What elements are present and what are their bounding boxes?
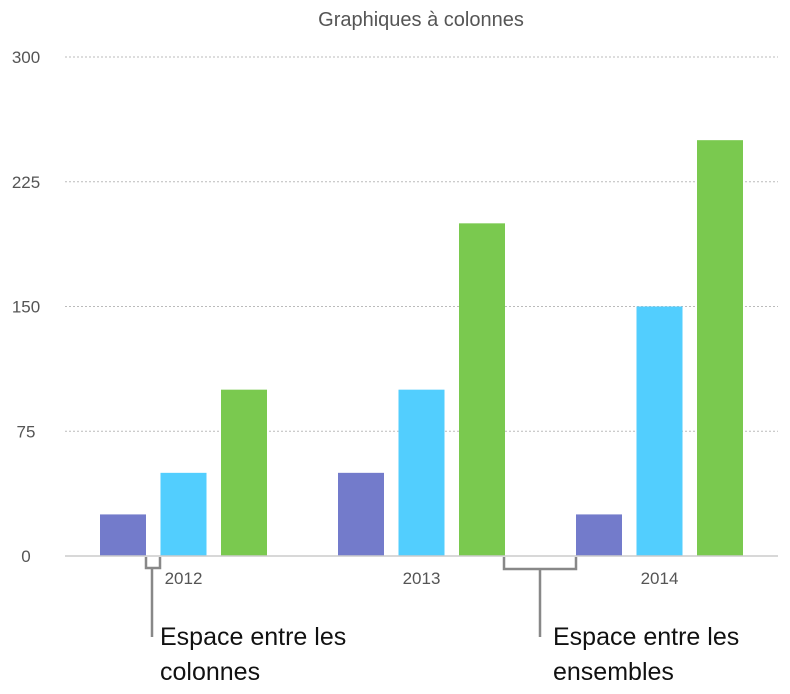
- annotation-set-gap: [502, 557, 578, 637]
- x-tick-label: 2014: [641, 569, 679, 588]
- y-tick-label: 300: [12, 48, 40, 67]
- annotation-column-gap-line1: Espace entre les: [160, 623, 346, 651]
- y-tick-label: 75: [17, 422, 36, 441]
- bar-2012-series-1: [100, 514, 146, 556]
- x-tick-label: 2013: [403, 569, 441, 588]
- annotation-set-gap-line2: ensembles: [553, 658, 674, 686]
- bar-2013-series-2: [398, 389, 445, 556]
- annotation-set-gap-line1: Espace entre les: [553, 623, 739, 651]
- bar-2014-series-1: [576, 514, 622, 556]
- set-gap-bracket: [502, 557, 578, 571]
- bar-2012-series-3: [221, 389, 267, 556]
- bar-2014-series-2: [636, 306, 683, 556]
- y-tick-label: 225: [12, 173, 40, 192]
- y-tick-label: 0: [21, 547, 30, 566]
- bar-2012-series-2: [160, 472, 207, 556]
- x-tick-label: 2012: [165, 569, 203, 588]
- column-gap-bracket: [144, 557, 162, 570]
- chart-title: Graphiques à colonnes: [318, 9, 524, 31]
- annotation-column-gap-line2: colonnes: [160, 658, 260, 686]
- bar-2013-series-3: [459, 223, 505, 557]
- bar-2013-series-1: [338, 472, 384, 556]
- bar-2014-series-3: [697, 140, 743, 556]
- y-tick-label: 150: [12, 298, 40, 317]
- annotation-column-gap: [144, 557, 162, 637]
